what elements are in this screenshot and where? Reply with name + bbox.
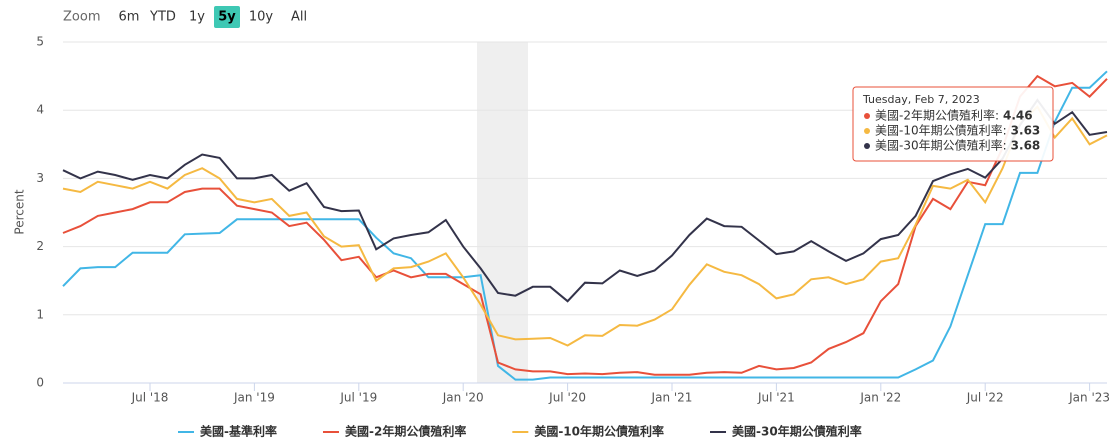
range-button-label: 10y (249, 10, 274, 25)
y-tick-label: 0 (36, 376, 44, 390)
legend-label: 美國-10年期公債殖利率 (534, 424, 664, 439)
series-line (62, 74, 1108, 376)
x-tick-label: Jul '22 (966, 391, 1004, 405)
series-line (62, 105, 1108, 347)
y-axis-label: Percent (13, 189, 27, 234)
y-tick-label: 3 (36, 171, 44, 185)
tooltip: Tuesday, Feb 7, 2023 美國-2年期公債殖利率: 4.46美國-1… (852, 86, 1054, 162)
tooltip-title: Tuesday, Feb 7, 2023 (862, 93, 980, 106)
x-tick-label: Jul '18 (131, 391, 169, 405)
tooltip-value: 3.63 (1011, 124, 1041, 138)
legend-label: 美國-基準利率 (200, 424, 277, 439)
shaded-band (477, 42, 528, 383)
tooltip-dot (864, 128, 870, 134)
legend-item[interactable]: 美國-30年期公債殖利率 (710, 424, 862, 439)
range-button-label: 6m (119, 10, 140, 25)
legend-item[interactable]: 美國-2年期公債殖利率 (322, 424, 466, 439)
range-button-label: All (291, 10, 307, 25)
y-tick-label: 1 (36, 307, 44, 321)
tooltip-box (852, 86, 1054, 162)
range-button-bg (214, 6, 240, 28)
range-button[interactable]: 5y (214, 6, 240, 28)
range-button[interactable]: YTD (149, 10, 176, 25)
x-tick-label: Jan '19 (233, 391, 275, 405)
tooltip-dot (864, 113, 870, 119)
tooltip-dot (864, 143, 870, 149)
range-button[interactable]: 10y (249, 10, 274, 25)
tooltip-label: 美國-2年期公債殖利率: (875, 108, 999, 123)
x-tick-label: Jan '22 (859, 391, 901, 405)
tooltip-label: 美國-10年期公債殖利率: (875, 123, 1007, 138)
x-tick-label: Jul '20 (548, 391, 586, 405)
x-tick-label: Jan '21 (651, 391, 693, 405)
range-button-label: 1y (189, 10, 205, 25)
legend-item[interactable]: 美國-10年期公債殖利率 (512, 424, 664, 439)
y-tick-label: 5 (36, 35, 44, 49)
legend-label: 美國-2年期公債殖利率 (345, 424, 466, 439)
x-tick-label: Jul '21 (757, 391, 795, 405)
series-line (62, 70, 1108, 381)
range-button-label: 5y (218, 10, 236, 25)
tooltip-label: 美國-30年期公債殖利率: (875, 138, 1007, 153)
tooltip-value: 3.68 (1011, 139, 1041, 153)
legend-label: 美國-30年期公債殖利率 (732, 424, 862, 439)
series-line (62, 98, 1108, 303)
range-button-label: YTD (149, 10, 176, 25)
x-tick-label: Jan '23 (1068, 391, 1110, 405)
x-tick-label: Jan '20 (442, 391, 484, 405)
range-button[interactable]: 6m (119, 10, 140, 25)
legend-item[interactable]: 美國-基準利率 (178, 424, 277, 439)
y-tick-label: 4 (36, 103, 44, 117)
range-button[interactable]: 1y (189, 10, 205, 25)
x-tick-label: Jul '19 (339, 391, 377, 405)
y-tick-label: 2 (36, 239, 44, 253)
zoom-label: Zoom (63, 10, 100, 25)
tooltip-value: 4.46 (1003, 109, 1033, 123)
range-button[interactable]: All (291, 10, 307, 25)
